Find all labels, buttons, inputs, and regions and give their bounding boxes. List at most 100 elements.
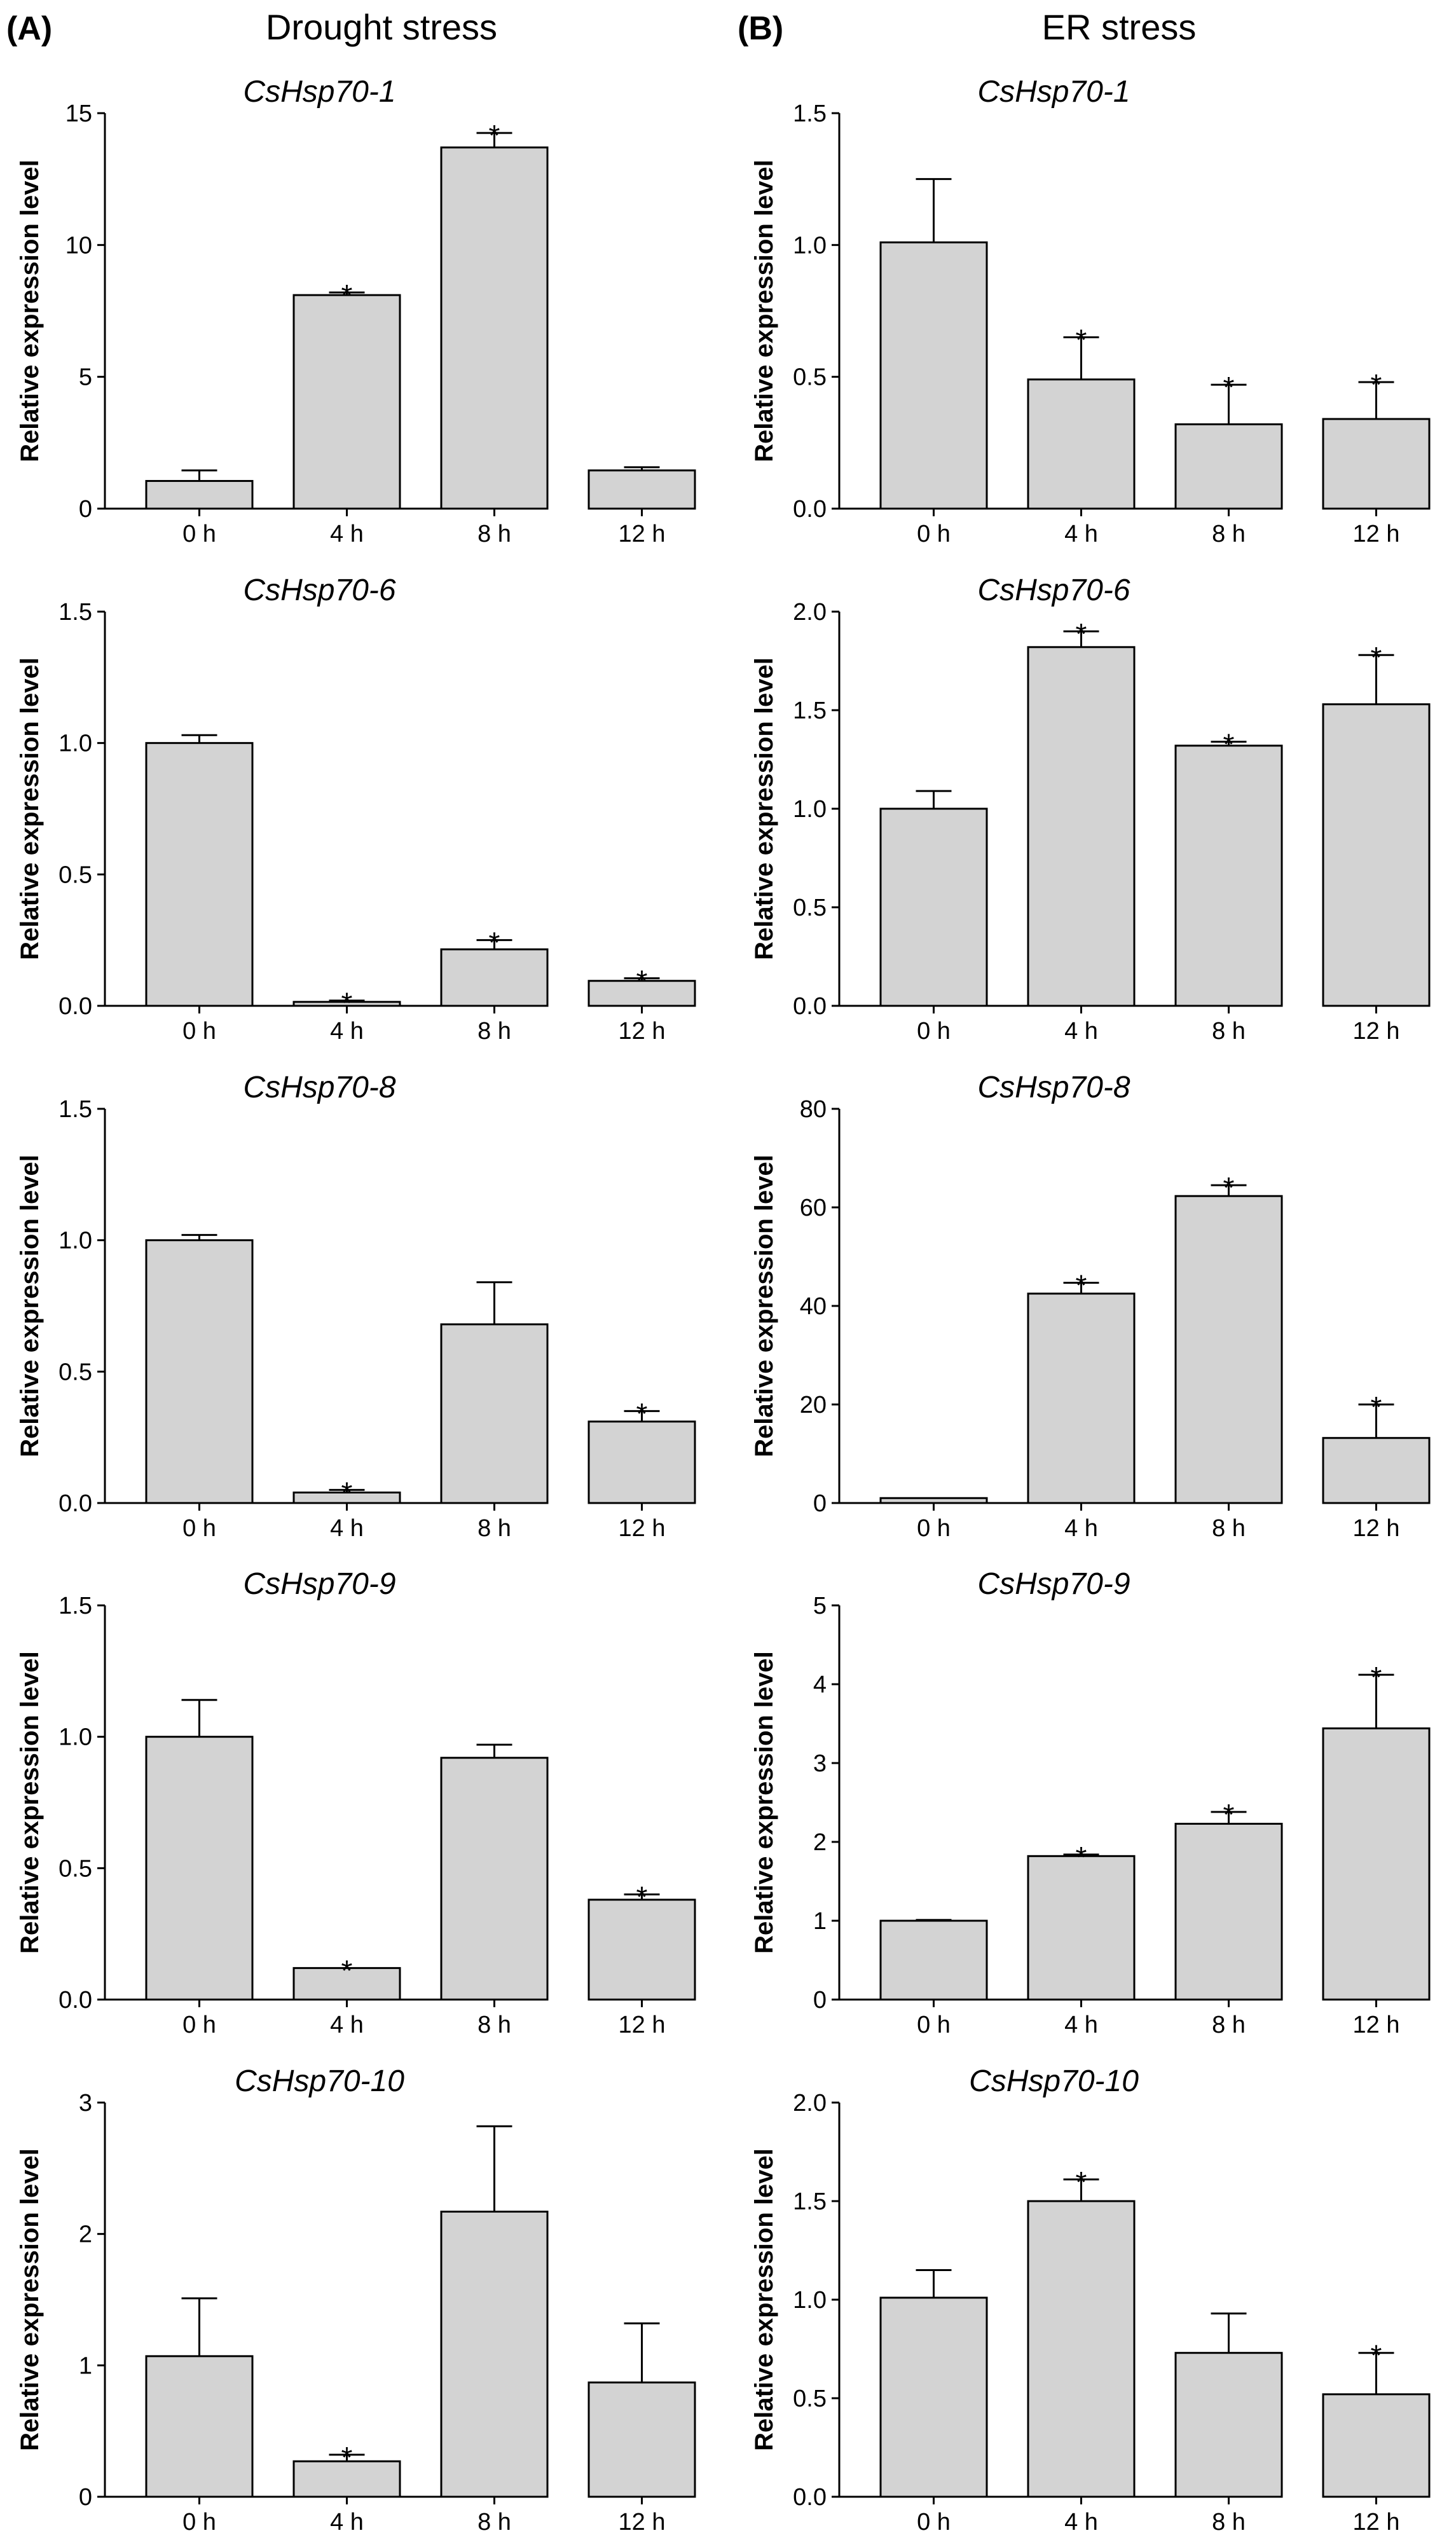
y-tick-label: 0.5 [793,895,827,921]
bar-8-h [440,1757,549,2001]
y-axis-label: Relative expression level [16,160,44,462]
significance-star: * [1076,1841,1087,1874]
y-tick-label: 0 [813,1490,827,1517]
y-tick-label: 1.0 [793,232,827,259]
y-tick-label: 3 [79,2090,92,2117]
bar-4-h [292,294,401,510]
x-tick-label: 12 h [1353,521,1400,547]
x-tick-label: 4 h [330,1018,364,1045]
significance-star: * [1371,1661,1382,1694]
y-tick-label: 0.0 [793,496,827,523]
chart-cshsp70-10-er-stress: CsHsp70-10 Relative expression level 0.0 0.… [750,2064,1431,2536]
x-tick-label: 8 h [477,1515,511,1542]
y-tick-label: 2 [813,1829,827,1856]
y-axis-label: Relative expression level [16,1155,44,1457]
significance-star: * [341,2441,353,2474]
chart-title: CsHsp70-6 [243,573,395,607]
y-tick-label: 0 [813,1987,827,2014]
y-tick-label: 15 [65,100,92,127]
y-tick-label: 2.0 [793,599,827,626]
x-tick-label: 0 h [182,1515,216,1542]
significance-star: * [1223,1798,1235,1831]
y-tick-label: 0.0 [58,993,92,1020]
chart-cshsp70-1-drought-stress: CsHsp70-1 Relative expression level 0 5 10 15… [16,75,696,547]
chart-title: CsHsp70-10 [235,2064,404,2098]
significance-star: * [1076,323,1087,356]
x-tick-label: 4 h [1064,1515,1098,1542]
bar-4-h [1027,378,1136,510]
significance-star: * [1076,617,1087,650]
y-tick-label: 1.0 [58,1724,92,1751]
significance-star: * [1371,2339,1382,2372]
chart-cshsp70-9-er-stress: CsHsp70-9 Relative expression level 0 1 2 3 4 5… [750,1567,1431,2038]
y-tick-label: 1.0 [793,796,827,823]
y-tick-label: 1.5 [793,100,827,127]
chart-title: CsHsp70-9 [243,1567,395,1601]
x-tick-label: 8 h [1212,2509,1246,2536]
y-tick-label: 1.5 [58,1593,92,1619]
significance-star: * [1076,2166,1087,2199]
x-tick-label: 8 h [1212,1515,1246,1542]
x-tick-label: 4 h [330,2509,364,2536]
y-tick-label: 1 [813,1908,827,1935]
y-tick-label: 2 [79,2221,92,2248]
y-tick-label: 1.0 [58,731,92,757]
significance-star: * [341,1476,353,1509]
bar-0-h [145,1239,254,1504]
y-tick-label: 0.5 [793,2386,827,2412]
chart-cshsp70-9-drought-stress: CsHsp70-9 Relative expression level 0.0 0.5… [16,1567,696,2038]
y-tick-label: 0 [79,496,92,523]
y-tick-label: 0.0 [58,1987,92,2014]
bar-8-h [440,146,549,510]
bar-0-h [879,1497,988,1504]
x-tick-label: 12 h [619,521,666,547]
x-tick-label: 8 h [477,1018,511,1045]
x-tick-label: 4 h [330,521,364,547]
bar-4-h [1027,2200,1136,2498]
bar-4-h [1027,646,1136,1007]
bar-0-h [145,742,254,1007]
x-tick-label: 12 h [1353,2012,1400,2038]
y-tick-label: 5 [813,1593,827,1619]
y-tick-label: 0 [79,2484,92,2511]
x-tick-label: 0 h [917,521,951,547]
bar-12-h [1322,418,1431,510]
y-tick-label: 0.5 [58,1855,92,1882]
bar-12-h [1322,1437,1431,1504]
bar-8-h [440,2211,549,2498]
chart-title: CsHsp70-8 [243,1071,395,1104]
x-tick-label: 8 h [1212,2012,1246,2038]
x-tick-label: 4 h [1064,521,1098,547]
chart-title: CsHsp70-8 [977,1071,1130,1104]
x-tick-label: 4 h [1064,2509,1098,2536]
bar-0-h [879,2296,988,2498]
bar-0-h [145,2355,254,2498]
x-tick-label: 12 h [619,1515,666,1542]
significance-star: * [489,119,500,152]
significance-star: * [636,1881,648,1914]
significance-star: * [1371,1390,1382,1424]
chart-cshsp70-10-drought-stress: CsHsp70-10 Relative expression level 0 1 2 3 0… [16,2064,696,2536]
y-tick-label: 20 [800,1392,827,1418]
x-tick-label: 4 h [1064,1018,1098,1045]
y-tick-label: 0.5 [58,862,92,888]
x-tick-label: 12 h [1353,2509,1400,2536]
significance-star: * [1223,371,1235,404]
chart-cshsp70-8-er-stress: CsHsp70-8 Relative expression level 0 20 40 6… [750,1071,1431,1542]
y-tick-label: 1.5 [793,697,827,724]
significance-star: * [489,926,500,959]
chart-title: CsHsp70-1 [977,75,1130,109]
chart-cshsp70-8-drought-stress: CsHsp70-8 Relative expression level 0.0 0.5… [16,1071,696,1542]
chart-title: CsHsp70-6 [977,573,1130,607]
y-tick-label: 0.5 [58,1359,92,1385]
x-tick-label: 8 h [477,2509,511,2536]
y-tick-label: 80 [800,1096,827,1123]
y-tick-label: 1.5 [58,599,92,626]
y-axis-label: Relative expression level [16,1651,44,1954]
x-tick-label: 12 h [619,2509,666,2536]
x-tick-label: 4 h [330,1515,364,1542]
x-tick-label: 8 h [477,2012,511,2038]
significance-star: * [1223,1171,1235,1204]
bar-12-h [1322,1727,1431,2001]
